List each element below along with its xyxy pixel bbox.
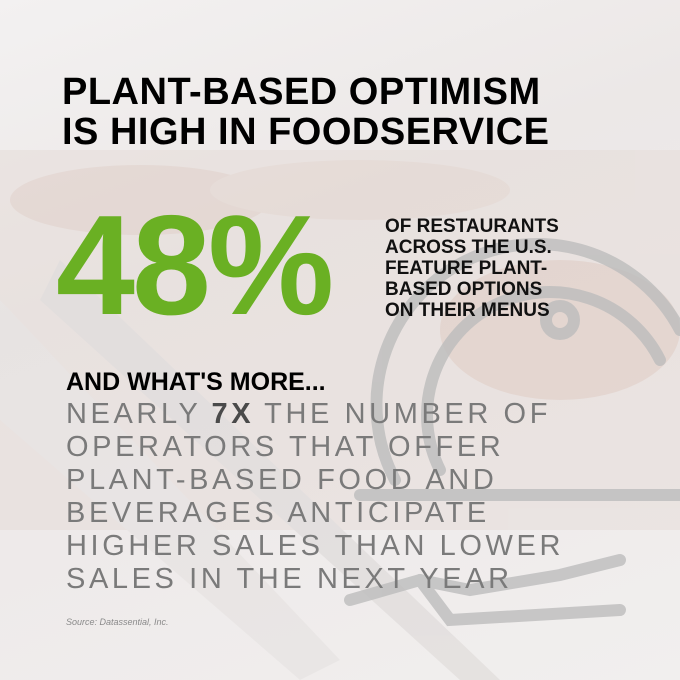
description-line: ACROSS THE U.S. <box>385 237 552 258</box>
title: PLANT-BASED OPTIMISM IS HIGH IN FOODSERV… <box>62 72 549 152</box>
body-line: OPERATORS THAT OFFER <box>66 431 505 463</box>
stat-figure: 48% <box>56 186 334 345</box>
stat-description: OF RESTAURANTS ACROSS THE U.S. FEATURE P… <box>385 216 559 321</box>
description-line: ON THEIR MENUS <box>385 300 550 321</box>
source: Source: Datassential, Inc. <box>66 617 169 627</box>
body-line: NEARLY 7X THE NUMBER OF <box>66 398 564 431</box>
description-line: BASED OPTIONS <box>385 279 543 300</box>
body-text-part: THE NUMBER OF <box>264 398 552 430</box>
body-line: BEVERAGES ANTICIPATE <box>66 497 490 529</box>
subheading: AND WHAT'S MORE... <box>66 368 326 396</box>
title-line: IS HIGH IN FOODSERVICE <box>62 111 550 153</box>
body-line: SALES IN THE NEXT YEAR <box>66 563 513 595</box>
body-text-part: NEARLY <box>66 398 202 430</box>
body-line: PLANT-BASED FOOD AND <box>66 464 498 496</box>
description-line: FEATURE PLANT- <box>385 258 548 279</box>
highlight: 7X <box>211 398 255 430</box>
description-line: OF RESTAURANTS <box>385 216 559 237</box>
body-text: NEARLY 7X THE NUMBER OF OPERATORS THAT OFF… <box>66 398 564 596</box>
title-line: PLANT-BASED OPTIMISM <box>62 71 541 113</box>
body-line: HIGHER SALES THAN LOWER <box>66 530 565 562</box>
